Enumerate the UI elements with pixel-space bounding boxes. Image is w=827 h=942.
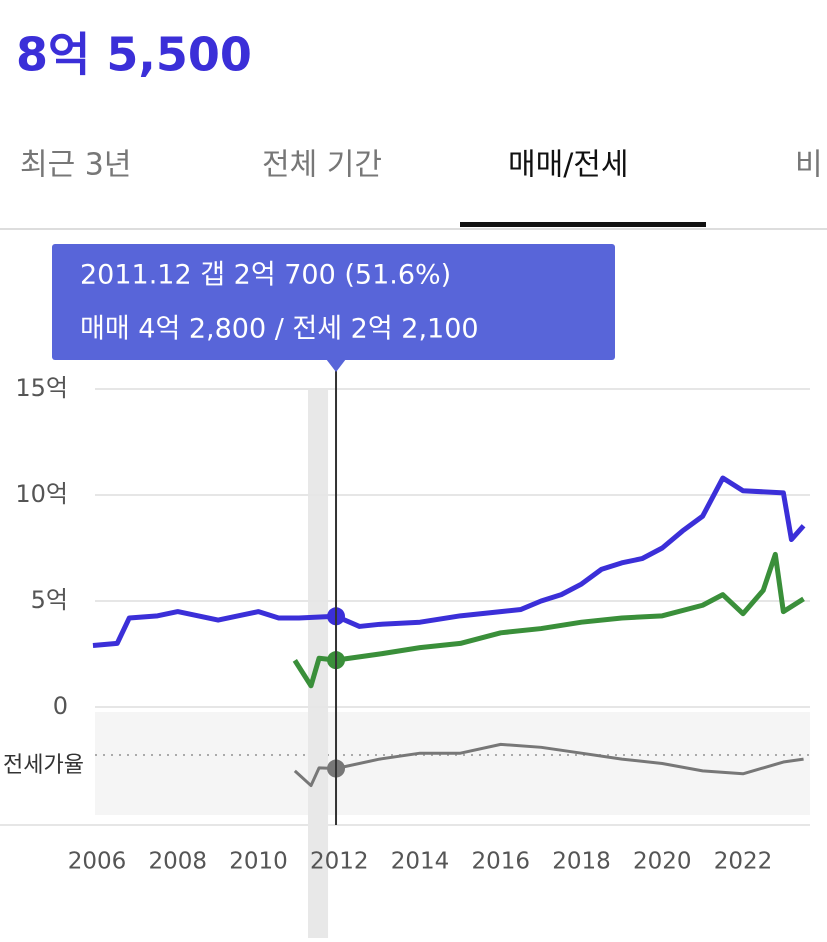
tooltip-text: 2011.12 갭 2억 700 (51.6%)	[80, 260, 451, 291]
x-tick-label: 2018	[552, 849, 611, 875]
ratio-label: 전세가율	[3, 753, 84, 778]
ratio-panel	[95, 712, 810, 815]
tab-underline	[460, 222, 706, 227]
y-tick-label: 5억	[31, 586, 68, 614]
tab[interactable]: 전체 기간	[262, 148, 382, 183]
y-tick-label: 0	[53, 692, 68, 720]
tooltip-text: 매매 4억 2,800 / 전세 2억 2,100	[80, 314, 479, 345]
x-tick-label: 2016	[471, 849, 530, 875]
x-tick-label: 2012	[310, 849, 369, 875]
y-tick-label: 10억	[15, 480, 68, 508]
series-line	[92, 475, 806, 649]
x-tick-label: 2014	[391, 849, 450, 875]
x-tick-label: 2020	[633, 849, 692, 875]
tooltip	[52, 244, 615, 360]
x-tick-label: 2022	[714, 849, 773, 875]
x-tick-label: 2010	[229, 849, 288, 875]
price: 8억 5,500	[16, 28, 252, 82]
y-tick-label: 15억	[15, 374, 68, 402]
x-tick-label: 2008	[148, 849, 207, 875]
tab[interactable]: 비	[795, 148, 823, 183]
tab[interactable]: 최근 3년	[20, 148, 131, 183]
tab[interactable]: 매매/전세	[508, 148, 629, 183]
series-line	[292, 551, 805, 689]
x-tick-label: 2006	[68, 849, 127, 875]
tooltip-pointer	[326, 359, 347, 372]
